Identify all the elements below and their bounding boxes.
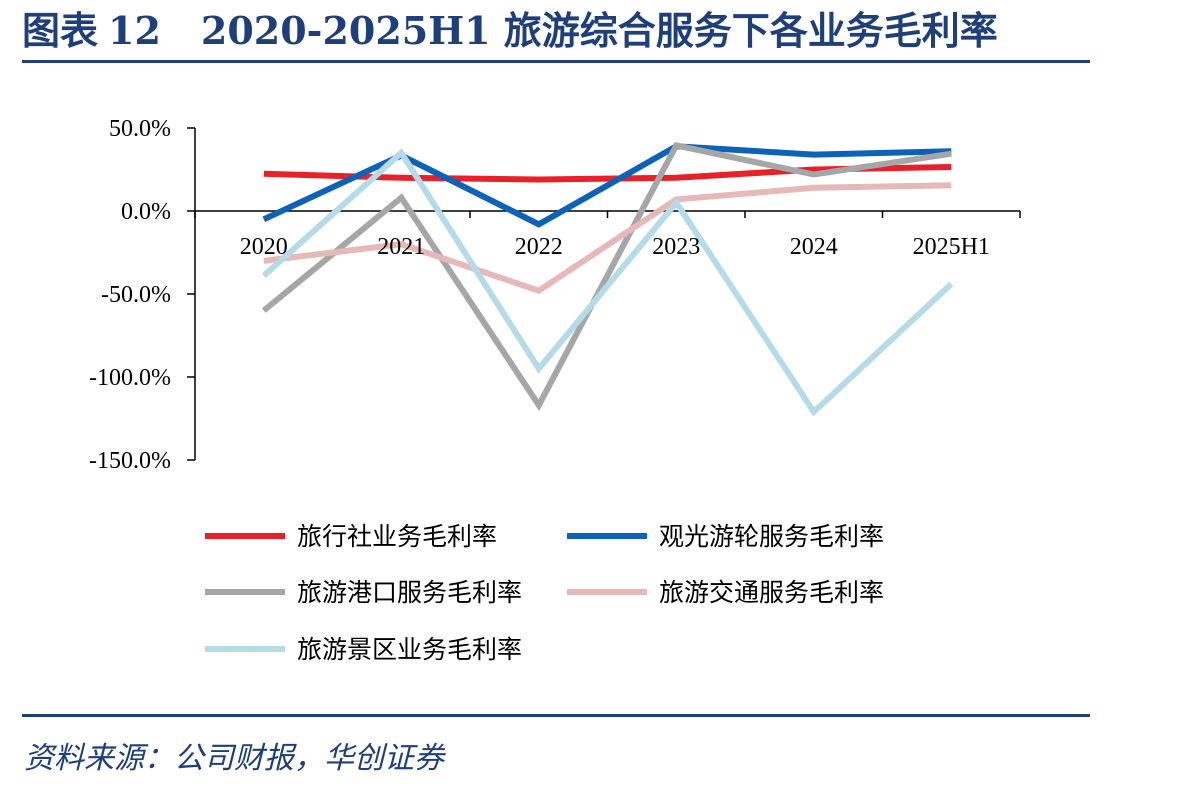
figure-title-text: 2020-2025H1 旅游综合服务下各业务毛利率 bbox=[200, 8, 998, 53]
y-tick-label: -100.0% bbox=[89, 365, 171, 391]
title-rule bbox=[22, 60, 1090, 63]
x-tick-label: 2025H1 bbox=[913, 234, 990, 260]
figure-label: 图表 bbox=[22, 8, 99, 53]
legend-item: 旅行社业务毛利率 bbox=[205, 522, 497, 551]
y-tick-label: -150.0% bbox=[89, 448, 171, 474]
source-note: 资料来源：公司财报，华创证券 bbox=[24, 741, 444, 776]
figure-number: 12 bbox=[108, 8, 161, 53]
series-line-5 bbox=[261, 148, 954, 417]
legend-label: 旅行社业务毛利率 bbox=[297, 522, 497, 551]
legend-label: 旅游景区业务毛利率 bbox=[297, 635, 522, 664]
y-tick-label: 0.0% bbox=[121, 199, 171, 225]
y-tick-label: -50.0% bbox=[101, 282, 171, 308]
y-tick-label: 50.0% bbox=[109, 116, 171, 142]
x-tick-label: 2024 bbox=[790, 234, 838, 260]
legend-item: 观光游轮服务毛利率 bbox=[567, 522, 884, 551]
x-tick-labels: 2020 2021 2022 2023 2024 2025H1 bbox=[240, 234, 990, 260]
line-chart: 2020 2021 2022 2023 2024 2025H1 50.0% 0.0% -50.… bbox=[89, 116, 1021, 664]
x-tick-label: 2023 bbox=[652, 234, 700, 260]
chart-title: 图表 12 2020-2025H1 旅游综合服务下各业务毛利率 bbox=[22, 6, 998, 56]
legend-item: 旅游景区业务毛利率 bbox=[205, 635, 522, 664]
legend-label: 观光游轮服务毛利率 bbox=[659, 522, 884, 551]
x-tick-label: 2022 bbox=[515, 234, 563, 260]
legend-item: 旅游交通服务毛利率 bbox=[567, 578, 884, 607]
legend-item: 旅游港口服务毛利率 bbox=[205, 578, 522, 607]
series-line-4 bbox=[263, 182, 952, 295]
x-tick-label: 2020 bbox=[240, 234, 288, 260]
legend-label: 旅游交通服务毛利率 bbox=[659, 578, 884, 607]
series-line-2 bbox=[262, 143, 952, 228]
series-line-3 bbox=[261, 141, 952, 412]
source-rule bbox=[22, 714, 1090, 717]
x-tick-label: 2021 bbox=[377, 234, 425, 260]
series-lines bbox=[261, 141, 954, 417]
y-tick-labels: 50.0% 0.0% -50.0% -100.0% -150.0% bbox=[89, 116, 171, 474]
legend-label: 旅游港口服务毛利率 bbox=[297, 578, 522, 607]
